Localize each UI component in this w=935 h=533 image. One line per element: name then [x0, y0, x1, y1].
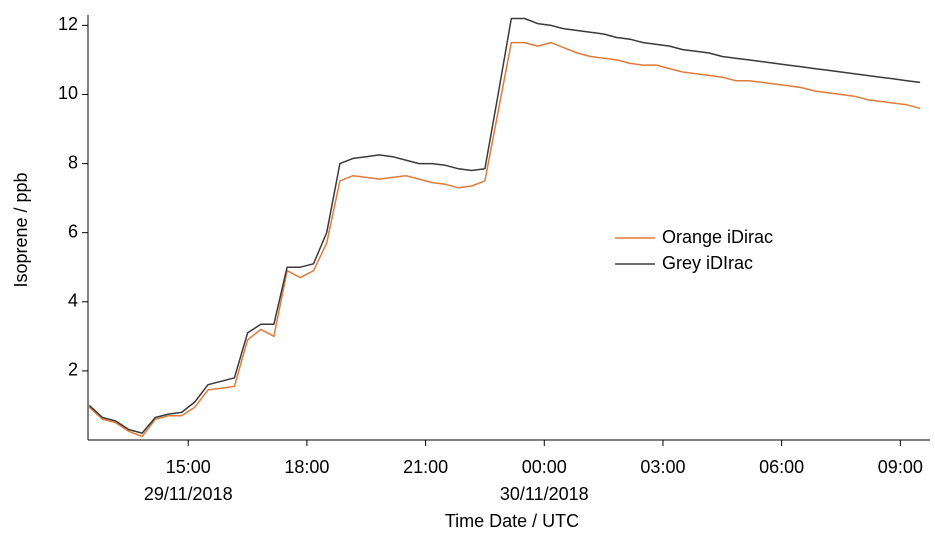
- x-tick-label: 00:00: [522, 457, 567, 477]
- series-line: [88, 41, 921, 438]
- y-tick-label: 10: [58, 83, 78, 103]
- series-line: [88, 17, 921, 434]
- x-tick-label: 03:00: [640, 457, 685, 477]
- x-tick-label: 06:00: [759, 457, 804, 477]
- y-tick-label: 6: [68, 221, 78, 241]
- x-tick-label: 18:00: [284, 457, 329, 477]
- x-tick-date-label: 30/11/2018: [500, 484, 589, 504]
- y-axis-label: Isoprene / ppb: [11, 172, 31, 287]
- y-tick-label: 12: [58, 14, 78, 34]
- y-tick-label: 8: [68, 152, 78, 172]
- legend-label: Grey iDIrac: [662, 253, 753, 273]
- x-tick-label: 21:00: [403, 457, 448, 477]
- y-tick-label: 4: [68, 291, 78, 311]
- x-tick-date-label: 29/11/2018: [144, 484, 233, 504]
- y-tick-label: 2: [68, 360, 78, 380]
- x-tick-label: 09:00: [878, 457, 923, 477]
- legend-label: Orange iDirac: [662, 227, 773, 247]
- x-tick-label: 15:00: [166, 457, 211, 477]
- x-axis-label: Time Date / UTC: [445, 511, 579, 531]
